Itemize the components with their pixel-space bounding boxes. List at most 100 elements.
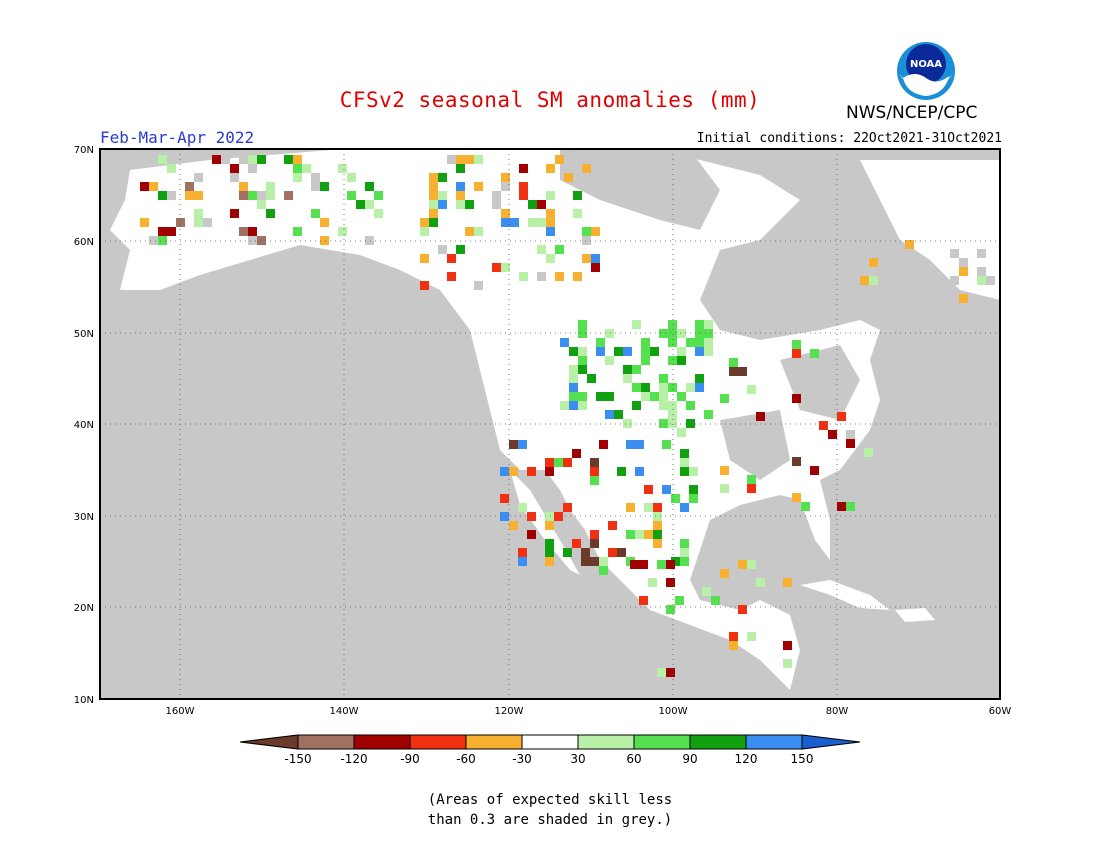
anomaly-cell (680, 503, 689, 512)
anomaly-cell (555, 245, 564, 254)
anomaly-cell (747, 484, 756, 493)
anomaly-cell (438, 245, 447, 254)
anomaly-cell (704, 410, 713, 419)
anomaly-cell (338, 227, 347, 236)
gridlines (100, 149, 1000, 699)
anomaly-cell (846, 439, 855, 448)
anomaly-cell (641, 347, 650, 356)
colorbar-label: 120 (734, 752, 758, 766)
anomaly-cell (792, 349, 801, 358)
anomaly-cell (623, 365, 632, 374)
anomaly-cell (158, 191, 167, 200)
anomaly-cell (747, 385, 756, 394)
anomaly-cell (680, 539, 689, 548)
anomaly-cell (518, 548, 527, 557)
anomaly-cell (680, 458, 689, 467)
anomaly-cell (438, 173, 447, 182)
anomaly-cell (677, 347, 686, 356)
longitude-label: 60W (989, 706, 1012, 717)
anomaly-cell (564, 173, 573, 182)
anomaly-cell (528, 200, 537, 209)
colorbar (239, 734, 861, 750)
anomaly-cell (465, 155, 474, 164)
anomaly-cell (959, 258, 968, 267)
colorbar-label: -30 (512, 752, 532, 766)
anomaly-cell (623, 419, 632, 428)
anomaly-cell (284, 191, 293, 200)
anomaly-cell (573, 191, 582, 200)
anomaly-cell (230, 209, 239, 218)
anomaly-cell (546, 218, 555, 227)
anomaly-cell (641, 392, 650, 401)
anomaly-cell (671, 494, 680, 503)
anomaly-cell (644, 503, 653, 512)
anomaly-cell (653, 521, 662, 530)
anomaly-cell (500, 494, 509, 503)
anomaly-cell (158, 227, 167, 236)
anomaly-cell (668, 320, 677, 329)
anomaly-cell (738, 367, 747, 376)
latitude-label: 10N (74, 695, 94, 706)
footnote: (Areas of expected skill less than 0.3 a… (0, 790, 1100, 830)
anomaly-cell (582, 236, 591, 245)
anomaly-cell (578, 356, 587, 365)
anomaly-cell (608, 521, 617, 530)
anomaly-cell (563, 548, 572, 557)
anomaly-cell (527, 467, 536, 476)
anomaly-cell (653, 530, 662, 539)
anomaly-cell (729, 632, 738, 641)
anomaly-cell (599, 557, 608, 566)
anomaly-cell (635, 530, 644, 539)
anomaly-cell (510, 218, 519, 227)
anomaly-cell (509, 521, 518, 530)
anomaly-cell (860, 285, 869, 294)
anomaly-cell (591, 254, 600, 263)
colorbar-swatch (633, 734, 691, 750)
anomaly-cell (347, 191, 356, 200)
anomaly-cell (596, 392, 605, 401)
anomaly-cell (659, 374, 668, 383)
anomaly-cell (666, 578, 675, 587)
colorbar-swatch (521, 734, 579, 750)
colorbar-swatch (297, 734, 355, 750)
anomaly-cell (689, 494, 698, 503)
anomaly-cell (578, 365, 587, 374)
anomaly-cell (578, 329, 587, 338)
anomaly-cell (569, 401, 578, 410)
longitude-label: 100W (659, 706, 688, 717)
anomaly-cell (537, 272, 546, 281)
agency-label: NWS/NCEP/CPC (846, 103, 978, 123)
anomaly-cell (257, 236, 266, 245)
anomaly-cell (666, 560, 675, 569)
anomaly-cell (581, 548, 590, 557)
anomaly-cell (293, 164, 302, 173)
anomaly-cell (689, 467, 698, 476)
anomaly-cell (623, 374, 632, 383)
anomaly-cell (695, 329, 704, 338)
anomaly-cell (248, 164, 257, 173)
anomaly-cell (632, 383, 641, 392)
longitude-labels: 160W 140W 120W 100W 80W 60W (166, 706, 1012, 717)
anomaly-cell (518, 440, 527, 449)
latitude-label: 20N (74, 603, 94, 614)
anomaly-cell (420, 254, 429, 263)
anomaly-cell (365, 236, 374, 245)
anomaly-cell (959, 267, 968, 276)
anomaly-cell (644, 530, 653, 539)
anomaly-cell (614, 347, 623, 356)
anomaly-cell (635, 440, 644, 449)
anomaly-cell (257, 200, 266, 209)
anomaly-cell (293, 173, 302, 182)
anomaly-cell (257, 155, 266, 164)
anomaly-cell (668, 338, 677, 347)
anomaly-cell (456, 191, 465, 200)
anomaly-cell (695, 383, 704, 392)
anomaly-cell (695, 374, 704, 383)
anomaly-cell (266, 182, 275, 191)
anomaly-cell (695, 347, 704, 356)
anomaly-cell (554, 458, 563, 467)
anomaly-cell (659, 329, 668, 338)
anomaly-cell (429, 209, 438, 218)
anomaly-cell (657, 668, 666, 677)
anomaly-cell (626, 440, 635, 449)
